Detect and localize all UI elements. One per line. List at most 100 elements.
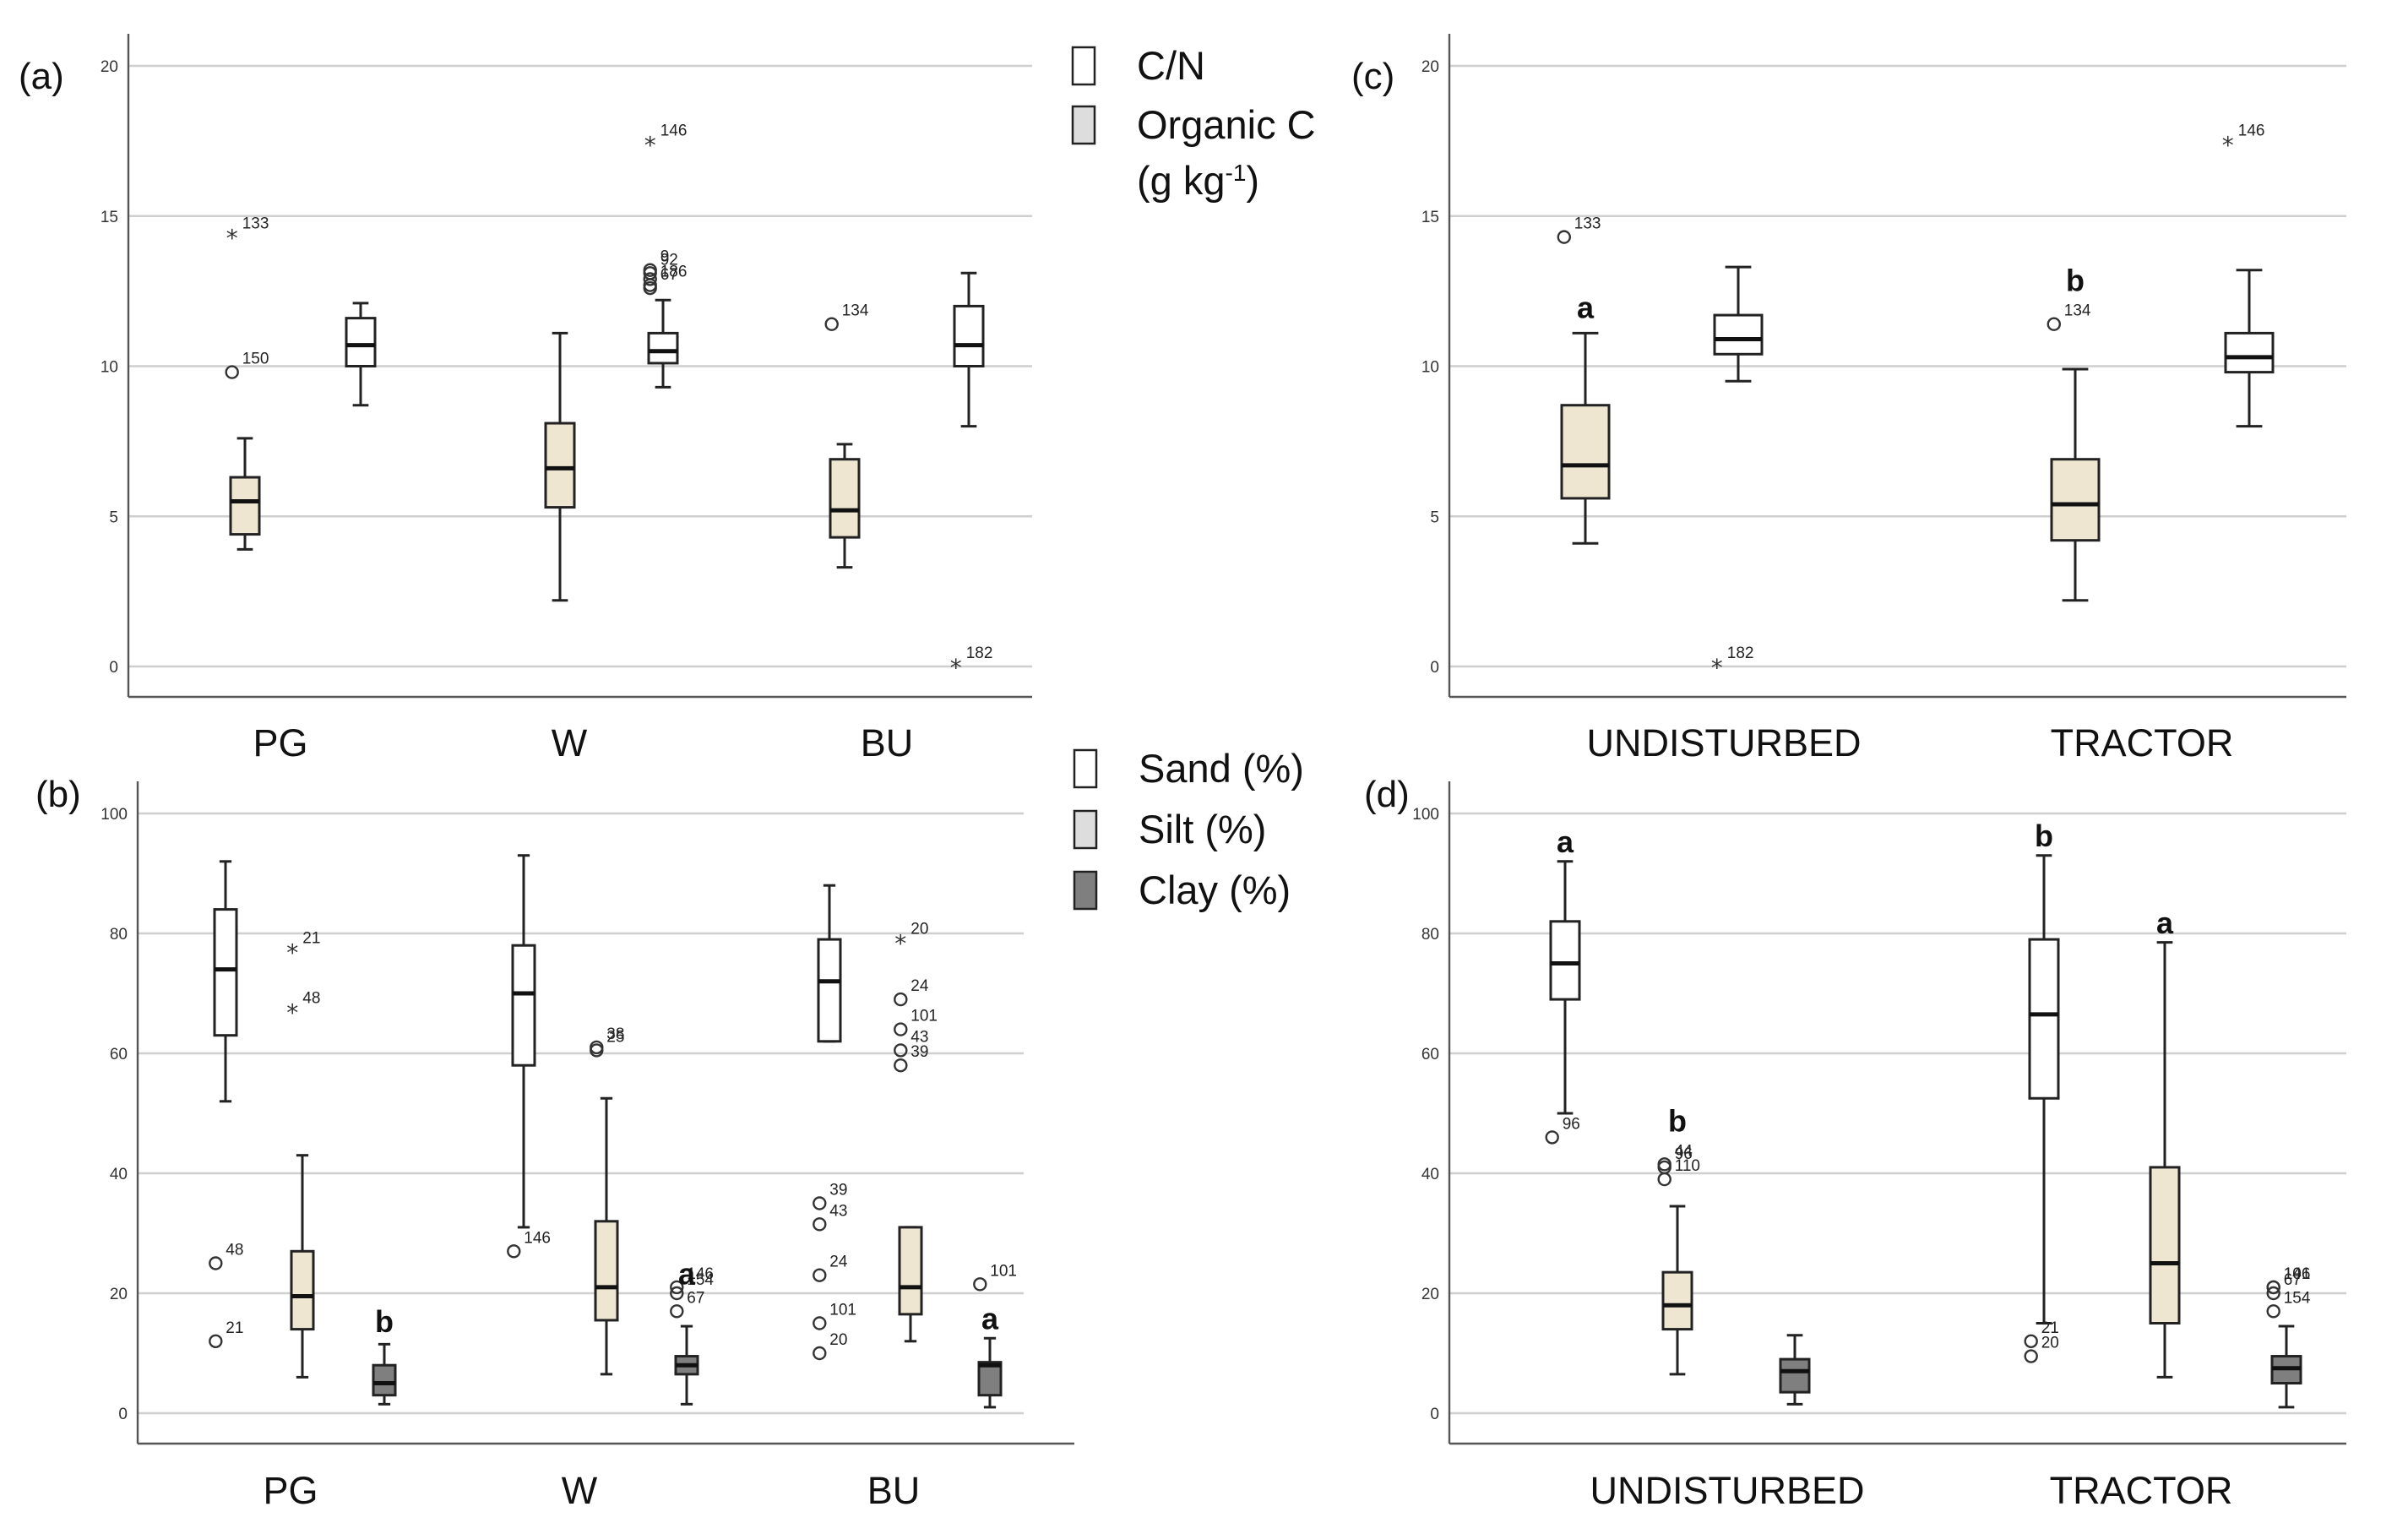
box-organicc-tractor: 134 <box>2047 302 2101 602</box>
significance-letter: b <box>375 1304 394 1339</box>
legend-swatch <box>1073 748 1098 789</box>
outlier-label: 39 <box>829 1182 847 1199</box>
y-tick-label: 40 <box>1421 1166 1439 1183</box>
outlier-label: 182 <box>1727 645 1754 662</box>
y-tick-label: 80 <box>110 926 128 944</box>
category-label: UNDISTURBED <box>1586 721 1861 764</box>
box-cn-tractor: *146 <box>2222 122 2275 428</box>
y-tick-label: 60 <box>110 1046 128 1063</box>
iqr-box <box>1713 313 1764 356</box>
outlier <box>670 1286 684 1301</box>
significance-letter: a <box>981 1302 999 1336</box>
legend-swatch <box>1071 46 1096 86</box>
box-cn-undisturbed: *182 <box>1711 265 1764 682</box>
outlier-label: 133 <box>1574 215 1601 233</box>
outlier-label: 21 <box>2041 1319 2059 1337</box>
legend-label: Organic C <box>1137 102 1316 147</box>
box-cn-bu: *182 <box>950 271 992 682</box>
panel-label: (a) <box>19 56 64 97</box>
y-tick-label: 0 <box>1430 1406 1439 1423</box>
iqr-box <box>290 1249 315 1331</box>
outlier-label: 67 <box>687 1289 704 1307</box>
outlier-label: 48 <box>302 989 320 1007</box>
extreme-outlier: * <box>2222 131 2234 159</box>
outlier <box>813 1196 827 1210</box>
category-label: W <box>552 721 588 764</box>
box-silt-tractor <box>2149 941 2181 1379</box>
outlier <box>973 1277 987 1292</box>
y-tick-label: 10 <box>101 359 118 377</box>
extreme-outlier: * <box>286 938 298 966</box>
extreme-outlier: * <box>226 225 238 253</box>
outlier-label: 43 <box>910 1028 928 1046</box>
outlier-label: 24 <box>829 1254 848 1271</box>
outlier-label: 92 <box>660 251 678 269</box>
outlier-label: 43 <box>829 1202 847 1220</box>
box-organicc-w <box>544 331 576 602</box>
outlier-label: 101 <box>829 1302 856 1319</box>
iqr-box <box>511 944 536 1067</box>
outlier <box>670 1280 684 1295</box>
outlier-label: 110 <box>1675 1157 1700 1175</box>
extreme-outlier: * <box>950 654 962 682</box>
category-label: UNDISTURBED <box>1590 1469 1864 1512</box>
outlier-label: 44 <box>1675 1142 1693 1160</box>
outlier <box>894 1043 908 1058</box>
outlier-label: 20 <box>910 921 928 938</box>
iqr-box <box>2224 331 2275 374</box>
outlier <box>2266 1286 2280 1301</box>
panel-label: (c) <box>1351 56 1394 97</box>
outlier-label: 67 <box>660 266 678 284</box>
extreme-outlier: * <box>286 998 298 1026</box>
iqr-box <box>2149 1166 2181 1325</box>
outlier <box>209 1256 223 1270</box>
box-organicc-pg: *133 150 <box>225 215 269 551</box>
legend-swatch <box>1073 809 1098 850</box>
outlier <box>209 1334 223 1349</box>
outlier-label: 186 <box>660 264 688 281</box>
significance-letter: b <box>2035 819 2053 853</box>
category-label: W <box>562 1469 598 1512</box>
outlier <box>894 1058 908 1073</box>
category-label: PG <box>263 1469 318 1512</box>
outlier <box>225 365 239 379</box>
iqr-box <box>2028 938 2060 1100</box>
outlier-label: 20 <box>2041 1335 2059 1352</box>
y-tick-label: 5 <box>1430 509 1439 526</box>
outlier <box>643 280 657 296</box>
outlier-label: 21 <box>302 929 320 947</box>
outlier <box>2024 1334 2038 1349</box>
significance-letter: a <box>1577 291 1595 325</box>
category-label: TRACTOR <box>2050 1469 2233 1512</box>
box-clay-undisturbed <box>1779 1334 1811 1406</box>
significance-letter: a <box>1557 824 1574 859</box>
category-label: BU <box>861 721 914 764</box>
iqr-box <box>229 476 261 536</box>
outlier-label: 101 <box>2284 1265 2311 1283</box>
y-tick-label: 100 <box>101 806 128 824</box>
outlier-label: 154 <box>687 1271 714 1289</box>
outlier-label: 20 <box>829 1331 847 1349</box>
outlier-label: 21 <box>226 1319 243 1337</box>
outlier <box>813 1268 827 1282</box>
box-silt-pg: *21*48 <box>286 929 320 1379</box>
box-organicc-bu: 134 <box>824 302 869 569</box>
category-label: TRACTOR <box>2051 721 2234 764</box>
outlier <box>590 1043 604 1058</box>
y-tick-label: 10 <box>1421 359 1439 377</box>
outlier-label: 9 <box>660 248 670 266</box>
iqr-box <box>829 458 861 539</box>
outlier-label: 146 <box>660 122 688 139</box>
y-tick-label: 0 <box>1430 659 1439 677</box>
box-sand-undisturbed: 96 <box>1545 860 1581 1145</box>
y-tick-label: 60 <box>1421 1046 1439 1063</box>
outlier <box>1657 1172 1671 1187</box>
iqr-box <box>817 938 842 1043</box>
